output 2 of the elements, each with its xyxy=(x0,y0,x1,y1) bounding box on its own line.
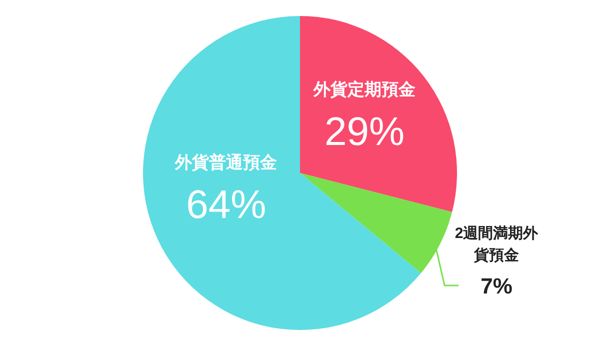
data-label: 7% xyxy=(480,274,512,299)
slice-label: 2週間満期外貨預金 xyxy=(454,224,540,266)
